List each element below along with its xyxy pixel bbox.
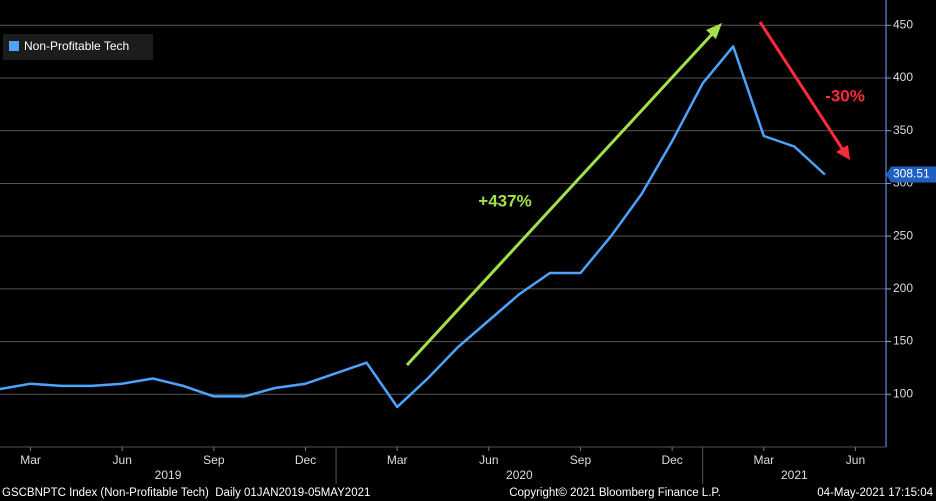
x-tick-label: Sep — [570, 453, 592, 467]
last-value-label: 308.51 — [893, 167, 930, 181]
legend-label: Non-Profitable Tech — [24, 39, 129, 53]
footer-center: Copyright© 2021 Bloomberg Finance L.P. — [509, 487, 721, 499]
x-tick-label: Dec — [661, 453, 682, 467]
fall-annotation: -30% — [825, 86, 865, 105]
footer-left: GSCBNPTC Index (Non-Profitable Tech) Dai… — [2, 487, 370, 499]
footer-right: 04-May-2021 17:15:04 — [817, 487, 933, 499]
x-tick-label: Mar — [20, 453, 41, 467]
footer-bar — [0, 485, 936, 501]
year-label: 2019 — [155, 468, 182, 482]
rise-arrowhead — [706, 23, 722, 39]
x-tick-label: Jun — [846, 453, 865, 467]
x-tick-label: Sep — [203, 453, 225, 467]
x-tick-label: Jun — [479, 453, 498, 467]
y-tick-label: 250 — [893, 228, 913, 242]
fall-arrow — [758, 21, 845, 151]
y-tick-label: 400 — [893, 70, 913, 84]
y-tick-label: 100 — [893, 386, 913, 400]
series-line — [0, 45, 826, 409]
legend-box — [3, 34, 153, 60]
year-label: 2020 — [506, 468, 533, 482]
x-tick-label: Mar — [387, 453, 408, 467]
x-tick-label: Dec — [295, 453, 316, 467]
rise-annotation: +437% — [478, 191, 531, 210]
y-tick-label: 450 — [893, 17, 913, 31]
legend-swatch — [9, 41, 19, 51]
grid — [0, 24, 886, 395]
year-label: 2021 — [781, 468, 808, 482]
last-value-tag — [886, 166, 936, 183]
y-tick-label: 350 — [893, 123, 913, 137]
fall-arrowhead — [836, 145, 850, 160]
x-tick-label: Mar — [753, 453, 774, 467]
rise-arrow — [405, 30, 716, 367]
x-tick-label: Jun — [113, 453, 132, 467]
y-tick-label: 200 — [893, 281, 913, 295]
y-tick-label: 150 — [893, 334, 913, 348]
